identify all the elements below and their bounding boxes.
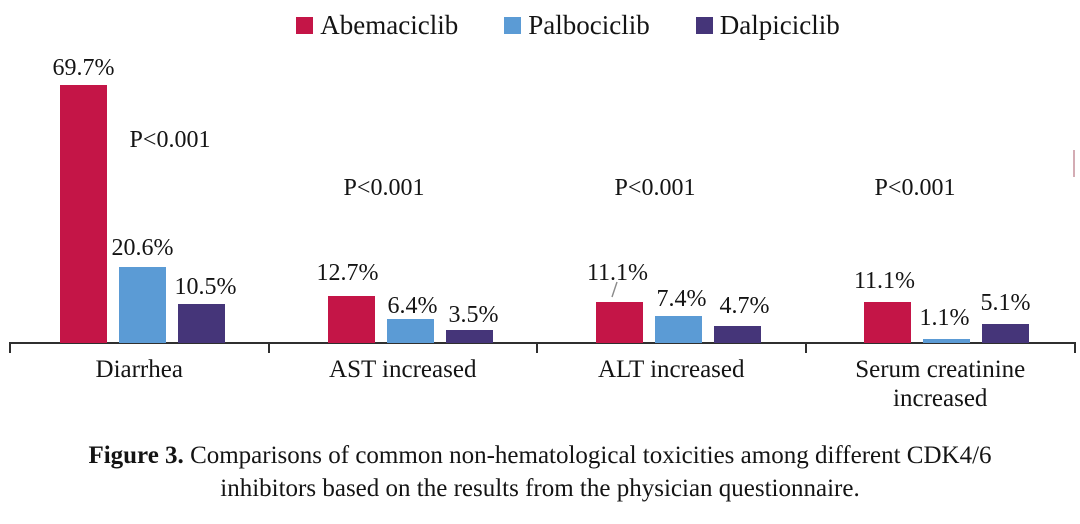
category-label-serum-creatinine-increased: Serum creatinine increased <box>855 356 1026 412</box>
legend-item-palbociclib: Palbociclib <box>504 10 650 40</box>
legend-label: Dalpiciclib <box>719 10 840 40</box>
legend-swatch-icon <box>695 17 713 34</box>
bar-abemaciclib-ast-increased <box>328 296 375 343</box>
value-label: 11.1% <box>586 259 649 286</box>
caption-text-2: inhibitors based on the results from the… <box>220 474 860 502</box>
axis-tick <box>1074 342 1076 353</box>
value-label: 20.6% <box>111 234 174 261</box>
category-label-ast-increased: AST increased <box>329 356 477 383</box>
bar-dalpiciclib-serum-creatinine-increased <box>982 324 1029 343</box>
legend-label: Palbociclib <box>528 10 650 40</box>
bar-palbociclib-diarrhea <box>119 266 166 343</box>
axis-tick <box>804 342 807 353</box>
axis-tick <box>9 342 11 353</box>
caption-figure-number: Figure 3. <box>88 442 184 469</box>
cropped-edge-artifact <box>1073 150 1075 177</box>
x-axis-line <box>10 342 1075 344</box>
value-label: 11.1% <box>853 267 916 294</box>
p-value-label: P<0.001 <box>874 175 956 201</box>
p-value-label: P<0.001 <box>129 127 211 153</box>
bar-dalpiciclib-diarrhea <box>178 304 225 343</box>
value-label: 1.1% <box>919 304 970 331</box>
value-label: 7.4% <box>656 285 707 312</box>
bar-palbociclib-serum-creatinine-increased <box>923 338 970 343</box>
axis-tick <box>267 342 270 353</box>
legend-item-dalpiciclib: Dalpiciclib <box>695 10 840 40</box>
value-label: 3.5% <box>448 302 499 329</box>
p-value-label: P<0.001 <box>614 175 696 201</box>
bar-abemaciclib-serum-creatinine-increased <box>864 301 911 343</box>
value-label: 6.4% <box>387 293 438 320</box>
bar-abemaciclib-alt-increased <box>596 301 643 343</box>
legend-item-abemaciclib: Abemaciclib <box>296 12 458 39</box>
value-label: 4.7% <box>719 292 770 319</box>
bar-dalpiciclib-alt-increased <box>714 325 761 343</box>
bar-palbociclib-ast-increased <box>387 319 434 343</box>
category-label-diarrhea: Diarrhea <box>95 356 183 383</box>
caption-text-1: Comparisons of common non-hematological … <box>183 442 992 469</box>
bar-dalpiciclib-ast-increased <box>446 330 493 343</box>
caption-line-1: Figure 3. Comparisons of common non-hema… <box>0 440 1080 473</box>
figure-caption: Figure 3. Comparisons of common non-hema… <box>0 440 1080 505</box>
axis-tick <box>536 342 538 353</box>
bar-chart: 69.7% 20.6% 10.5% P<0.001 Diarrhea 12.7% 6.4% 3… <box>9 55 1076 412</box>
bar-abemaciclib-diarrhea <box>60 85 107 343</box>
legend-swatch-icon <box>504 17 522 34</box>
value-label: 12.7% <box>316 260 379 286</box>
legend-label: Abemaciclib <box>320 10 459 40</box>
p-value-label: P<0.001 <box>343 175 425 201</box>
bar-palbociclib-alt-increased <box>655 315 702 343</box>
chart-legend: Abemaciclib Palbociclib Dalpiciclib <box>56 12 1080 39</box>
value-label: 69.7% <box>52 55 115 82</box>
category-label-alt-increased: ALT increased <box>598 356 745 383</box>
value-label: 5.1% <box>980 290 1031 317</box>
legend-swatch-icon <box>296 17 314 34</box>
value-label: 10.5% <box>174 274 237 301</box>
caption-line-2: inhibitors based on the results from the… <box>0 473 1080 506</box>
